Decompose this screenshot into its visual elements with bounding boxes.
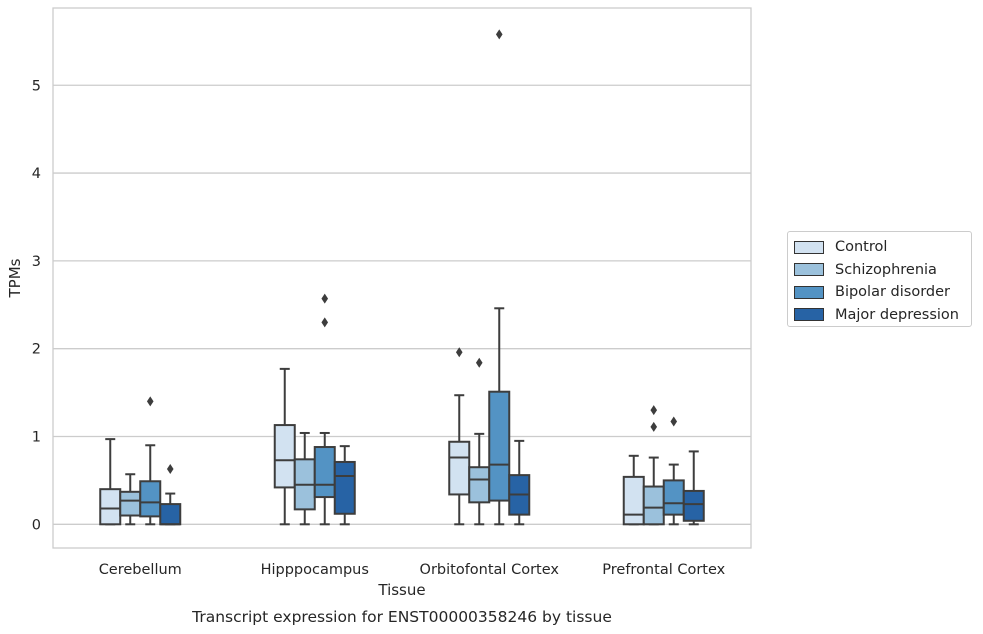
legend-label: Schizophrenia — [835, 261, 937, 278]
y-tick-label: 3 — [32, 254, 41, 270]
box-iqr — [139, 480, 162, 518]
outlier-point — [321, 317, 329, 328]
outlier-point — [475, 357, 483, 368]
legend-swatch — [794, 285, 824, 299]
box-iqr — [642, 485, 665, 526]
axis-ticks: 0 1 2 3 4 5 Cerebellum Hipppocampus Orbitofontal… — [32, 78, 726, 578]
y-tick-label: 1 — [32, 429, 41, 445]
legend-label: Bipolar disorder — [835, 284, 950, 301]
x-tick-label: Cerebellum — [99, 562, 182, 578]
grid-lines — [53, 84, 751, 525]
box-iqr — [448, 440, 471, 496]
legend-label: Control — [835, 239, 888, 256]
box-bipolar-disorder — [313, 293, 336, 526]
box-iqr — [622, 475, 645, 526]
outlier-point — [166, 463, 174, 474]
box-schizophrenia — [468, 357, 491, 526]
outlier-point — [670, 416, 678, 427]
box-schizophrenia — [293, 431, 316, 526]
outlier-point — [650, 421, 658, 432]
box-iqr — [468, 466, 491, 504]
box-control — [99, 438, 122, 526]
box-major-depression — [333, 445, 356, 526]
legend-swatch — [794, 308, 824, 322]
x-tick-label: Prefrontal Cortex — [602, 562, 725, 578]
box-iqr — [488, 390, 511, 502]
box-plot-series — [99, 29, 705, 526]
chart-legend: Control Schizophrenia Bipolar disorder Majo… — [787, 231, 972, 327]
box-iqr — [99, 488, 122, 526]
x-axis-label: Tissue — [377, 581, 425, 599]
legend-item: Control — [794, 236, 965, 259]
chart-title: Transcript expression for ENST0000035824… — [191, 608, 612, 626]
box-bipolar-disorder — [662, 416, 685, 526]
outlier-point — [146, 396, 154, 407]
x-tick-label: Hipppocampus — [261, 562, 369, 578]
y-tick-label: 0 — [32, 517, 41, 533]
legend-swatch — [794, 263, 824, 277]
box-bipolar-disorder — [139, 396, 162, 526]
plot-frame — [52, 7, 752, 549]
box-major-depression — [682, 450, 705, 526]
outlier-point — [650, 405, 658, 416]
box-iqr — [333, 460, 356, 515]
box-control — [448, 347, 471, 526]
y-tick-label: 5 — [32, 78, 41, 94]
outlier-point — [495, 29, 503, 40]
legend-label: Major depression — [835, 306, 959, 323]
x-tick-label: Orbitofontal Cortex — [420, 562, 560, 578]
box-iqr — [313, 446, 336, 499]
box-iqr — [159, 503, 182, 526]
legend-swatch — [794, 240, 824, 254]
y-axis-label: TPMs — [6, 258, 24, 298]
outlier-point — [321, 293, 329, 304]
box-major-depression — [159, 463, 182, 526]
box-schizophrenia — [119, 473, 142, 526]
box-iqr — [273, 424, 296, 489]
legend-item: Schizophrenia — [794, 259, 965, 282]
box-schizophrenia — [642, 405, 665, 526]
y-tick-label: 2 — [32, 342, 41, 358]
box-major-depression — [508, 439, 531, 526]
legend-item: Bipolar disorder — [794, 281, 965, 304]
box-iqr — [662, 479, 685, 516]
box-iqr — [682, 489, 705, 522]
box-iqr — [119, 490, 142, 517]
outlier-point — [455, 347, 463, 358]
y-tick-label: 4 — [32, 166, 41, 182]
legend-item: Major depression — [794, 304, 965, 327]
box-control — [622, 454, 645, 526]
box-control — [273, 367, 296, 526]
box-bipolar-disorder — [488, 29, 511, 526]
